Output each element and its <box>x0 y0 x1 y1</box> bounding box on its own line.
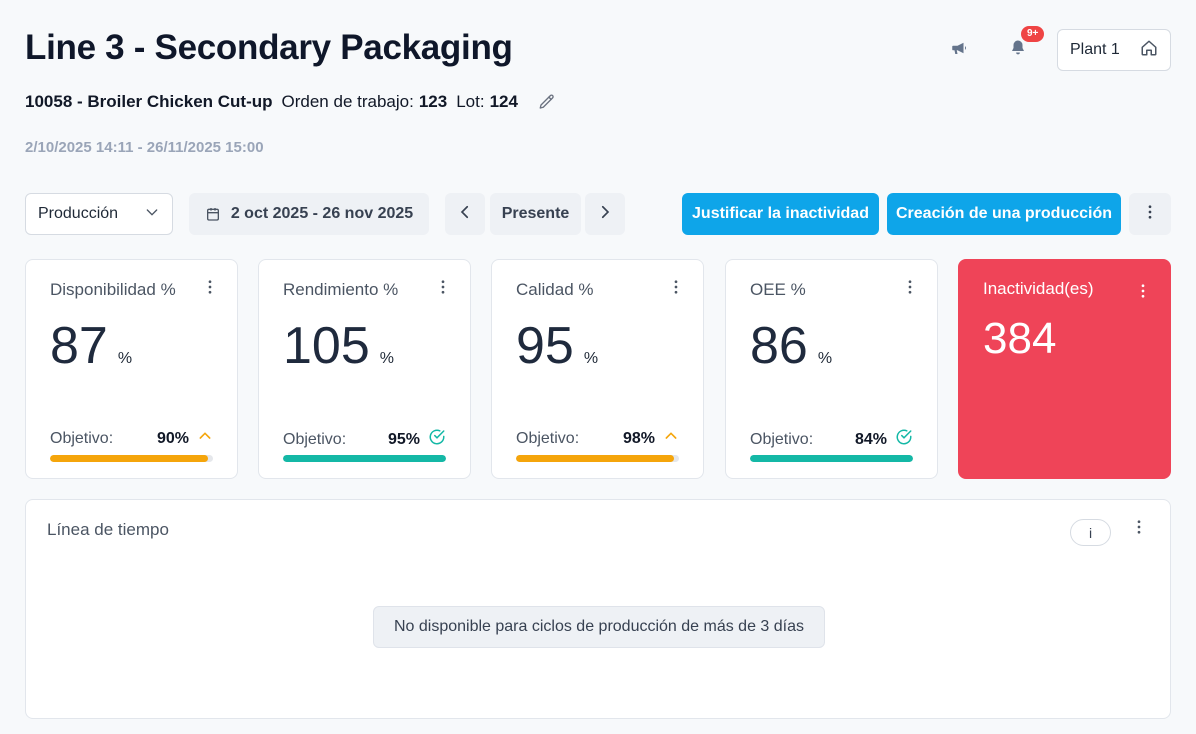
create-production-button[interactable]: Creación de una producción <box>887 193 1121 235</box>
kpi-card-availability: Disponibilidad % 87% Objetivo: 90% <box>25 259 238 479</box>
vertical-dots-icon[interactable] <box>901 278 919 301</box>
kpi-progress-bar <box>750 455 913 462</box>
edit-pencil-icon[interactable] <box>538 93 556 111</box>
bell-icon <box>1009 39 1027 62</box>
present-button[interactable]: Presente <box>490 193 581 235</box>
previous-period-button[interactable] <box>445 193 485 235</box>
vertical-dots-icon[interactable] <box>201 278 219 301</box>
kpi-target: 98% <box>622 429 655 447</box>
megaphone-icon <box>950 39 968 62</box>
view-select[interactable]: Producción <box>25 193 173 235</box>
kpi-target: 90% <box>156 429 189 447</box>
home-icon <box>1140 39 1158 62</box>
check-circle-icon <box>895 428 913 451</box>
chevron-up-icon <box>663 428 679 449</box>
kpi-label: Disponibilidad % <box>50 280 176 299</box>
vertical-dots-icon[interactable] <box>1134 282 1152 305</box>
lot-value: 124 <box>489 92 518 111</box>
vertical-dots-icon[interactable] <box>434 278 452 301</box>
kpi-value: 86% <box>750 317 833 375</box>
vertical-dots-icon <box>1141 203 1159 226</box>
plant-label: Plant 1 <box>1070 41 1120 58</box>
toolbar: Producción 2 oct 2025 - 26 nov 2025 Pres… <box>25 193 1171 235</box>
vertical-dots-icon[interactable] <box>667 278 685 301</box>
date-range-label: 2 oct 2025 - 26 nov 2025 <box>230 205 414 222</box>
justify-inactivity-button[interactable]: Justificar la inactividad <box>682 193 879 235</box>
notification-badge: 9+ <box>1021 26 1045 42</box>
view-select-value: Producción <box>38 205 119 222</box>
kpi-objective: Objetivo: 98% <box>516 428 679 449</box>
inactivity-value: 384 <box>983 314 1057 363</box>
announcement-button[interactable] <box>939 30 979 70</box>
kpi-card-performance: Rendimiento % 105% Objetivo: 95% <box>258 259 471 479</box>
plant-selector[interactable]: Plant 1 <box>1057 29 1171 71</box>
kpi-card-oee: OEE % 86% Objetivo: 84% <box>725 259 938 479</box>
production-date-range: 2/10/2025 14:11 - 26/11/2025 15:00 <box>25 139 264 156</box>
kpi-value: 105% <box>283 317 394 375</box>
inactivity-card[interactable]: Inactividad(es) 384 <box>958 259 1171 479</box>
kpi-label: Calidad % <box>516 280 594 299</box>
chevron-right-icon <box>596 203 614 226</box>
kpi-progress-bar <box>516 455 679 462</box>
date-range-picker[interactable]: 2 oct 2025 - 26 nov 2025 <box>189 193 429 235</box>
header-actions: 9+ Plant 1 <box>939 26 1171 71</box>
kpi-progress-bar <box>50 455 213 462</box>
production-info: 10058 - Broiler Chicken Cut-up Orden de … <box>25 92 556 112</box>
work-order-label: Orden de trabajo: <box>281 92 414 111</box>
info-button[interactable]: i <box>1070 519 1111 546</box>
chevron-up-icon <box>197 428 213 449</box>
timeline-title: Línea de tiempo <box>47 520 169 539</box>
kpi-value: 95% <box>516 317 599 375</box>
kpi-objective: Objetivo: 84% <box>750 428 913 451</box>
more-options-button[interactable] <box>1129 193 1171 235</box>
calendar-icon <box>205 206 221 222</box>
inactivity-label: Inactividad(es) <box>983 279 1094 298</box>
chevron-down-icon <box>144 204 160 225</box>
timeline-panel: Línea de tiempo i No disponible para cic… <box>25 499 1171 719</box>
page-title: Line 3 - Secondary Packaging <box>25 28 513 67</box>
timeline-unavailable-notice: No disponible para ciclos de producción … <box>373 606 825 648</box>
lot-label: Lot: <box>456 92 485 111</box>
kpi-label: OEE % <box>750 280 806 299</box>
check-circle-icon <box>428 428 446 451</box>
kpi-value: 87% <box>50 317 133 375</box>
notifications-button[interactable]: 9+ <box>998 26 1045 70</box>
kpi-card-quality: Calidad % 95% Objetivo: 98% <box>491 259 704 479</box>
work-order-value: 123 <box>418 92 448 111</box>
kpi-label: Rendimiento % <box>283 280 399 299</box>
kpi-target: 84% <box>854 430 887 448</box>
kpi-objective: Objetivo: 95% <box>283 428 446 451</box>
product-name: 10058 - Broiler Chicken Cut-up <box>25 92 273 111</box>
next-period-button[interactable] <box>585 193 625 235</box>
kpi-objective: Objetivo: 90% <box>50 428 213 449</box>
kpi-target: 95% <box>387 430 420 448</box>
kpi-progress-bar <box>283 455 446 462</box>
chevron-left-icon <box>456 203 474 226</box>
vertical-dots-icon[interactable] <box>1130 518 1148 541</box>
